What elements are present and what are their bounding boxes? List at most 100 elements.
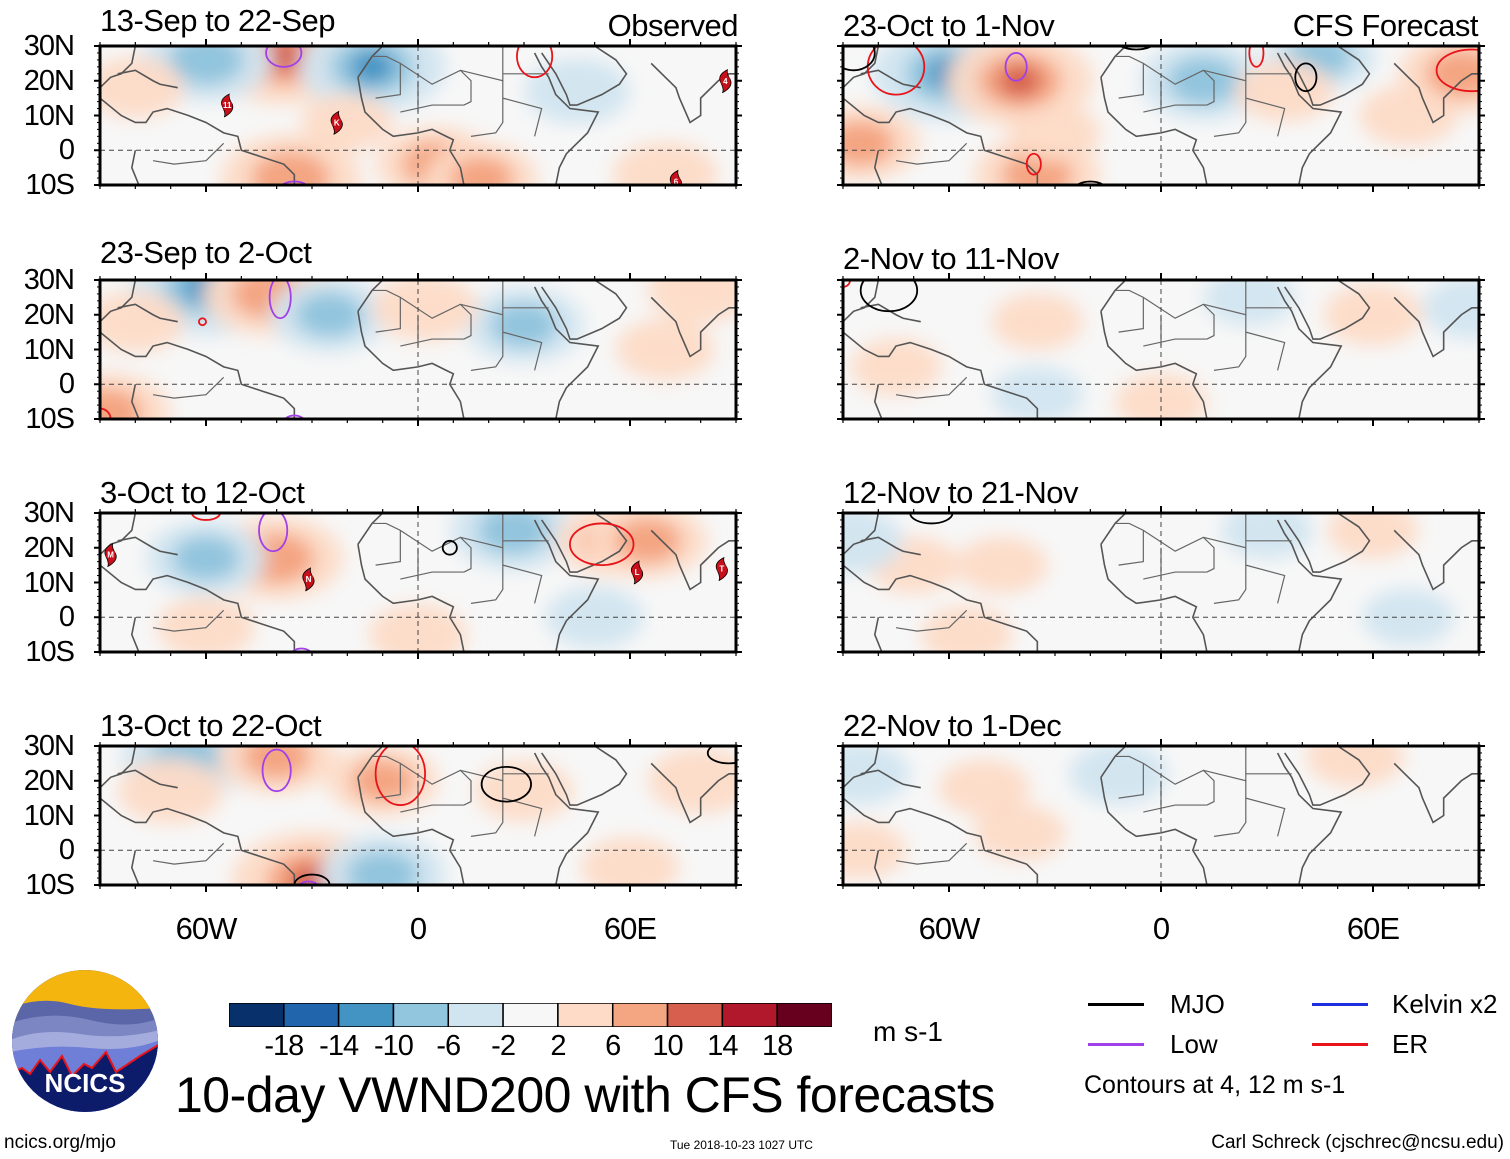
logo-mountains-icon: NCICS — [12, 970, 158, 1112]
anomaly-region — [545, 586, 644, 649]
colorbar-swatch — [228, 1002, 285, 1028]
anomaly-region — [973, 804, 1066, 862]
country-border — [152, 142, 225, 165]
contour-mjo — [480, 765, 532, 803]
anomaly-region — [372, 280, 478, 341]
map-fc3 — [837, 506, 1485, 659]
lat-tick-label: 20N — [23, 64, 75, 97]
colorbar-tick-label: 2 — [550, 1030, 566, 1062]
anomaly-region — [920, 606, 1013, 652]
country-border — [1245, 797, 1286, 837]
country-border — [1213, 780, 1247, 837]
source-link[interactable]: ncics.org/mjo — [4, 1132, 116, 1153]
coastline — [357, 311, 465, 419]
legend-low-swatch — [1088, 1043, 1144, 1046]
anomaly-region — [1009, 104, 1101, 162]
contour-er — [198, 317, 207, 327]
anomaly-core — [449, 156, 514, 185]
coastline — [117, 769, 178, 789]
coastline — [541, 513, 628, 573]
coastline — [1276, 286, 1343, 419]
contour-mjo — [843, 46, 876, 72]
coastline — [873, 150, 883, 185]
anomaly-region — [850, 338, 942, 396]
storm-marker-icon: L — [630, 560, 644, 585]
country-border — [1245, 564, 1286, 604]
coastline — [860, 769, 921, 789]
coastline — [650, 762, 736, 824]
anomaly-region — [843, 513, 903, 574]
country-border — [895, 842, 968, 865]
storm-label: N — [306, 575, 312, 584]
anomaly-region — [1203, 280, 1296, 326]
colorbar-units: m s-1 — [873, 1016, 943, 1047]
map-obs2 — [94, 273, 742, 426]
colorbar-tick-label: 10 — [652, 1030, 683, 1062]
coastline — [1393, 762, 1479, 824]
anomaly-core — [490, 302, 558, 348]
contour-low — [261, 748, 292, 793]
contour-mjo — [909, 513, 954, 525]
anomaly-peak — [261, 46, 306, 74]
anomaly-region — [524, 58, 630, 125]
colorbar-swatch — [721, 1002, 778, 1028]
map-fc2 — [837, 273, 1485, 426]
contour-mjo — [706, 746, 736, 765]
coastline — [873, 384, 883, 419]
coastline — [1276, 519, 1343, 652]
coastline — [117, 536, 178, 556]
country-border — [1213, 314, 1247, 371]
coastline — [843, 331, 1039, 419]
country-border — [502, 97, 543, 137]
coastline — [541, 746, 628, 806]
panel-title: 2-Nov to 11-Nov — [843, 241, 1059, 276]
coastline — [1393, 529, 1479, 591]
contour-er — [1025, 152, 1042, 176]
storm-label: T — [719, 565, 724, 574]
coastline — [650, 296, 736, 358]
coastline — [357, 777, 465, 885]
coastline — [1284, 280, 1371, 340]
panel-title: 12-Nov to 21-Nov — [843, 475, 1078, 510]
panel-title: 13-Sep to 22-Sep — [100, 3, 336, 38]
panel-title: 22-Nov to 1-Dec — [843, 708, 1062, 743]
anomaly-region — [991, 293, 1084, 351]
coastline — [1284, 46, 1371, 106]
coastline — [130, 384, 140, 419]
storm-label: M — [107, 551, 114, 560]
coastline — [1100, 77, 1208, 185]
contour-low — [1004, 52, 1028, 82]
lon-tick-label: 60E — [603, 911, 657, 946]
lat-tick-label: 10S — [25, 869, 75, 901]
coastline — [1284, 513, 1371, 573]
colorbar-swatch — [776, 1002, 833, 1028]
storm-marker-icon: N — [302, 567, 315, 592]
colorbar-swatch — [557, 1002, 614, 1028]
anomaly-region — [612, 141, 719, 185]
coastline — [117, 69, 178, 89]
lon-tick-label: 60E — [1346, 911, 1400, 946]
coastline — [1100, 46, 1127, 78]
country-border — [1245, 331, 1286, 371]
coastline — [843, 564, 1039, 652]
map-obs4 — [94, 739, 742, 892]
anomaly-core — [296, 292, 364, 338]
legend-mjo-swatch — [1088, 1003, 1144, 1006]
panel-title: 3-Oct to 12-Oct — [100, 475, 305, 510]
contour-low — [298, 880, 319, 885]
colorbar-tick-label: -14 — [319, 1030, 359, 1062]
colorbar-swatch — [666, 1002, 724, 1028]
coastline — [357, 544, 465, 652]
lat-tick-label: 20N — [23, 531, 75, 564]
colorbar-tick-label: 6 — [605, 1030, 621, 1062]
coastline — [873, 617, 883, 652]
colorbar-swatch — [447, 1002, 504, 1028]
lat-tick-label: 20N — [23, 298, 75, 331]
colorbar — [228, 1002, 833, 1028]
legend-mjo-label: MJO — [1170, 989, 1225, 1019]
country-border — [1143, 104, 1207, 113]
contours-note: Contours at 4, 12 m s-1 — [1084, 1071, 1346, 1099]
colorbar-swatch — [611, 1002, 669, 1028]
storm-marker-icon: K — [330, 110, 343, 135]
lat-tick-label: 0 — [58, 368, 75, 401]
